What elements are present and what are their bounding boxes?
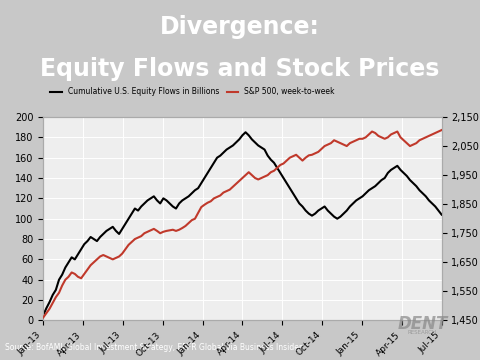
Text: Equity Flows and Stock Prices: Equity Flows and Stock Prices <box>40 57 440 81</box>
Text: DENT: DENT <box>397 315 447 333</box>
Text: RESEARCH: RESEARCH <box>408 330 437 336</box>
Text: Source: BofAML Global Investment Strategy, EPFR Global via Business Insider: Source: BofAML Global Investment Strateg… <box>5 343 302 352</box>
Text: Divergence:: Divergence: <box>160 15 320 39</box>
Legend: Cumulative U.S. Equity Flows in Billions, S&P 500, week-to-week: Cumulative U.S. Equity Flows in Billions… <box>47 84 338 99</box>
